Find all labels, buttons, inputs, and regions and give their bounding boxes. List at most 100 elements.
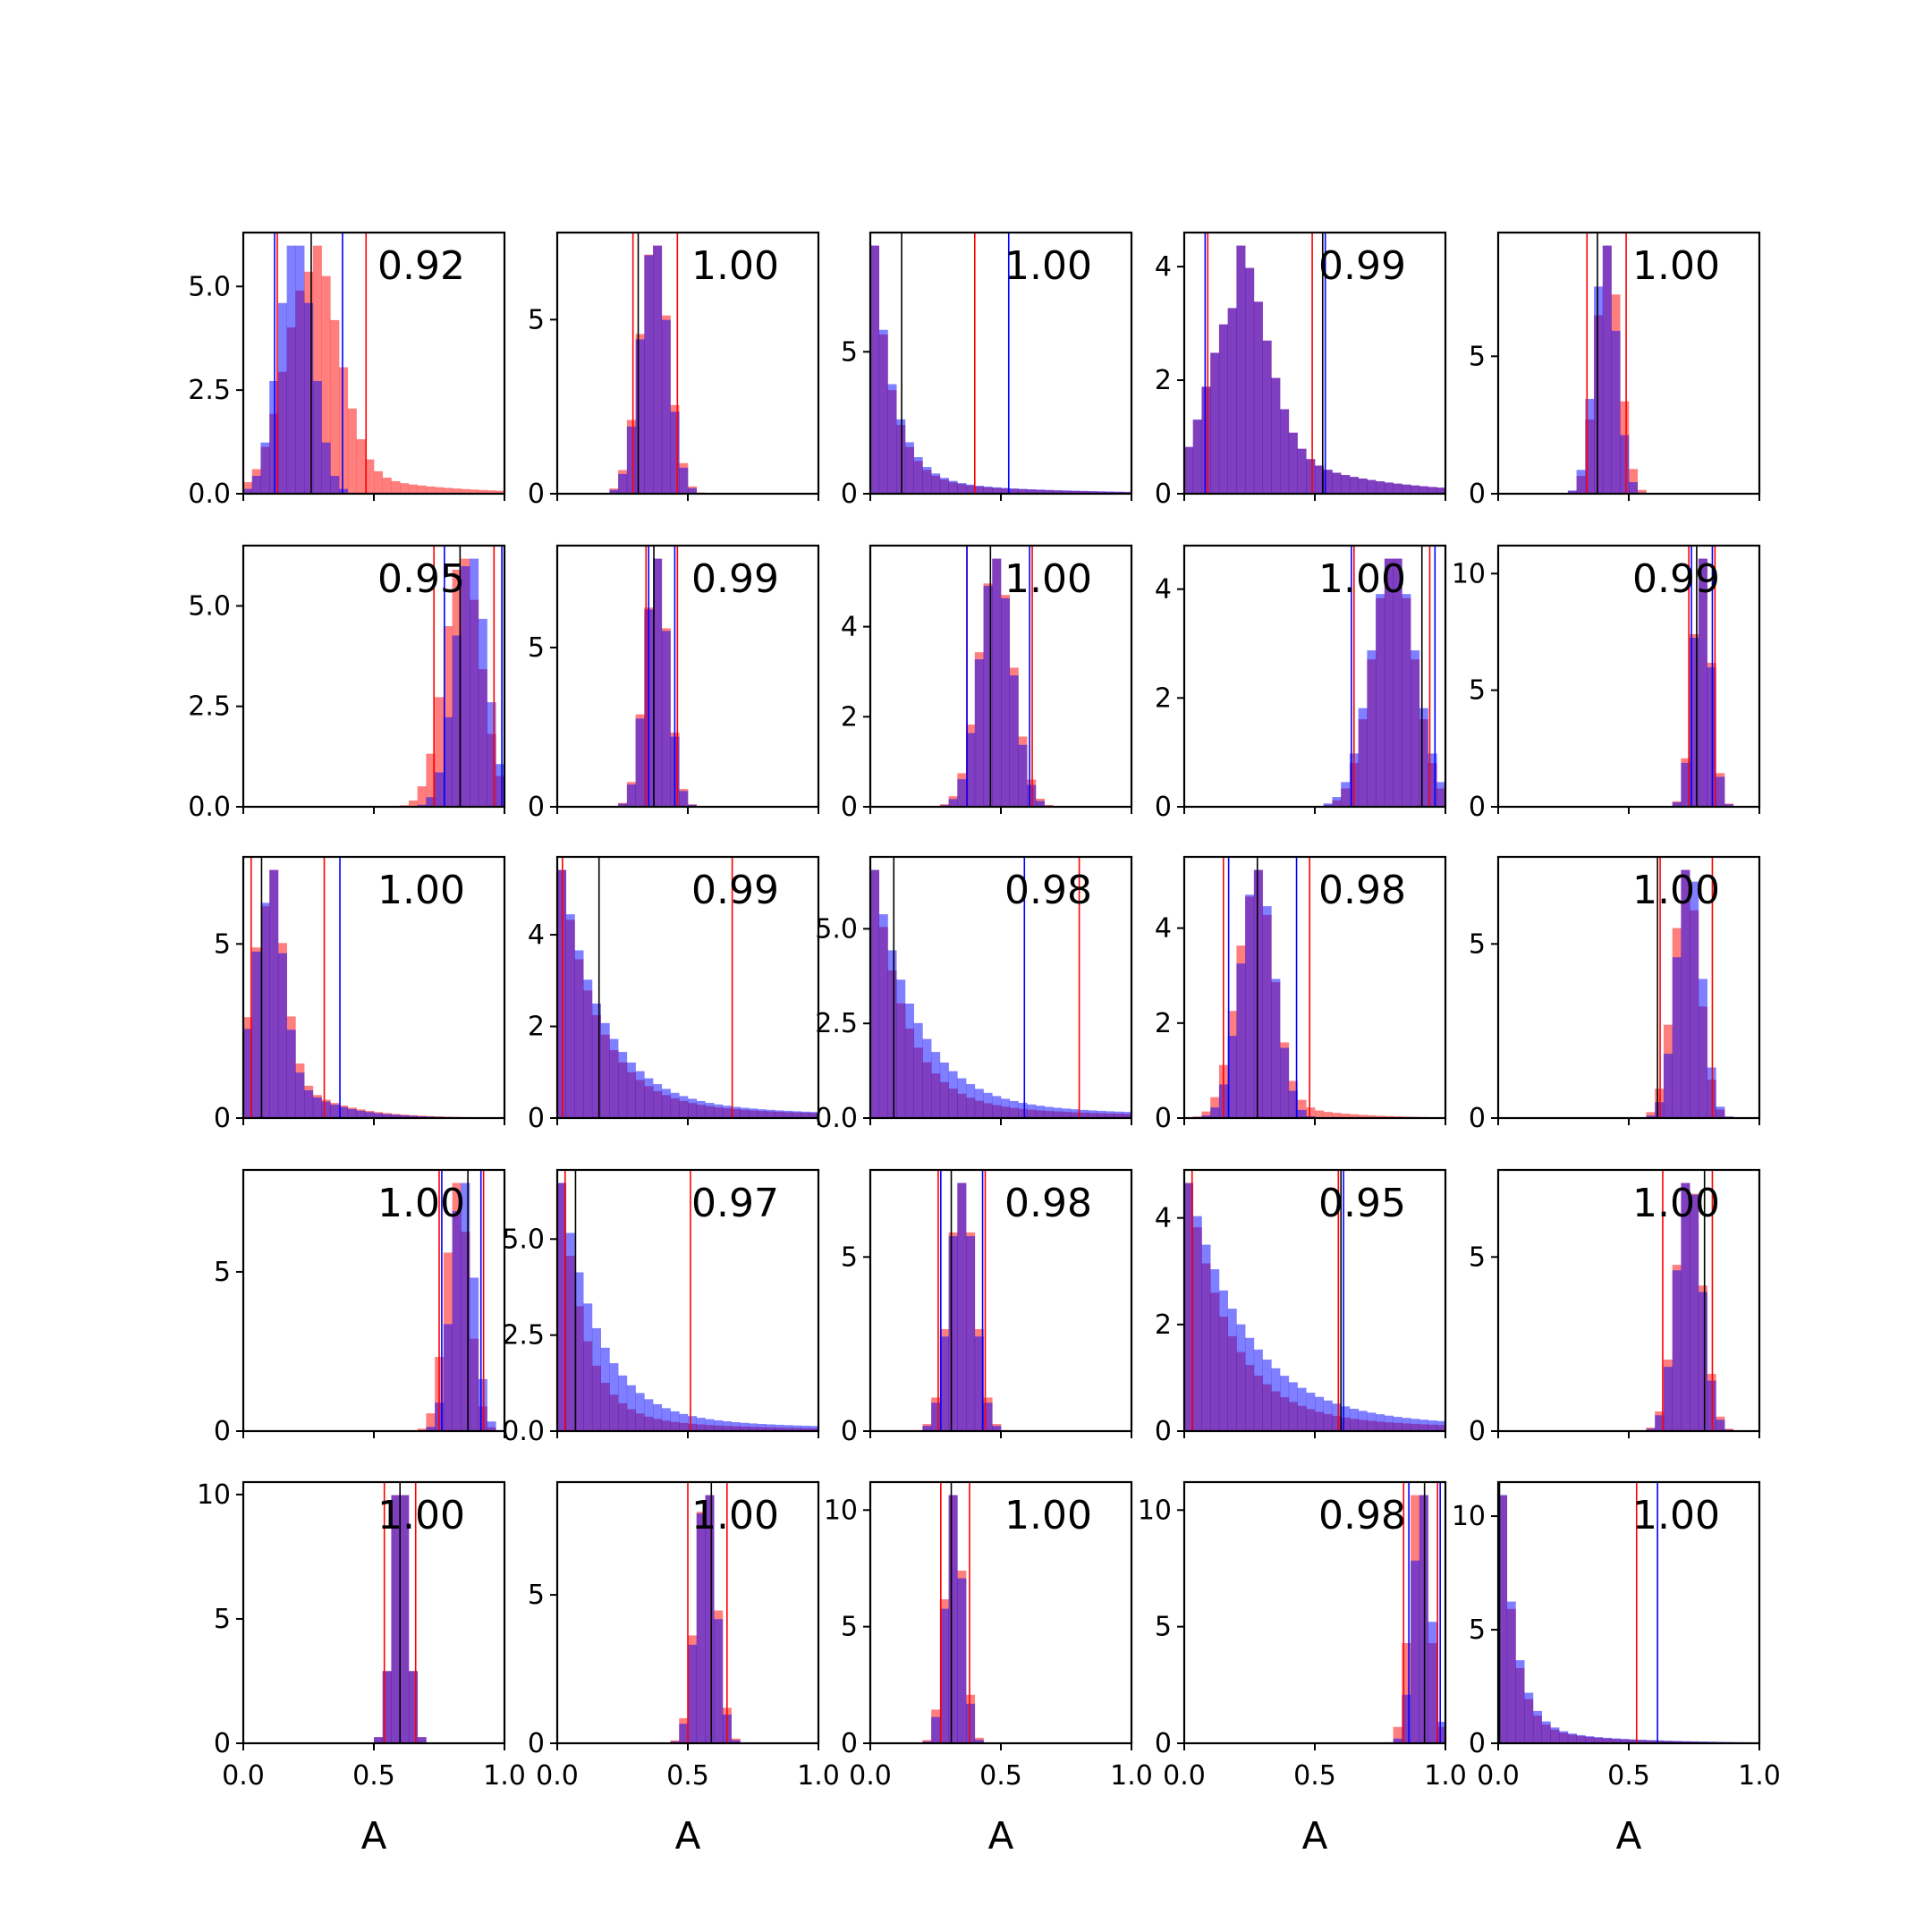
blue-histogram-bar (966, 1703, 976, 1743)
y-tick-label: 5 (1469, 675, 1486, 707)
blue-histogram-bar (992, 1096, 1002, 1118)
blue-histogram-bar (1428, 1622, 1437, 1743)
y-tick-label: 0 (214, 1103, 231, 1134)
blue-histogram-bar (1716, 1106, 1725, 1118)
blue-histogram-bar (478, 1378, 487, 1431)
y-tick-label: 0 (841, 1728, 858, 1759)
blue-histogram-bar (1271, 1368, 1281, 1431)
blue-histogram-bar (277, 953, 287, 1118)
blue-histogram-bar (1707, 1380, 1716, 1431)
blue-histogram-bar (1707, 667, 1716, 807)
panel-r4-c5: 051.00 (1469, 1168, 1761, 1447)
blue-histogram-bar (1681, 762, 1690, 807)
blue-histogram-bar (1323, 470, 1333, 494)
blue-histogram-bar (714, 1619, 724, 1743)
blue-histogram-bar (1027, 488, 1037, 494)
blue-histogram-bar (670, 1092, 680, 1118)
blue-histogram-bar (1515, 1660, 1525, 1743)
red-histogram-bar (1376, 1115, 1385, 1118)
x-tick-label: 0.5 (1607, 1760, 1650, 1792)
blue-histogram-bar (922, 467, 932, 494)
blue-histogram-bar (1681, 1741, 1690, 1743)
blue-histogram-bar (670, 411, 680, 494)
blue-histogram-bar (1376, 1414, 1385, 1431)
blue-histogram-bar (1402, 1418, 1411, 1431)
panel-r4-c1: 051.00 (214, 1168, 506, 1447)
blue-histogram-bar (312, 1097, 322, 1118)
blue-histogram-bar (1035, 801, 1045, 807)
y-tick-label: 5 (841, 1241, 858, 1273)
blue-histogram-bar (1027, 1104, 1037, 1118)
blue-histogram-bar (896, 419, 906, 494)
plot-area (243, 233, 504, 494)
blue-histogram-bar (1402, 594, 1411, 807)
blue-histogram-bar (1498, 1495, 1508, 1743)
y-tick-label: 4 (1155, 1203, 1172, 1234)
blue-histogram-bar (626, 1062, 636, 1118)
red-histogram-bar (408, 800, 418, 807)
blue-histogram-bar (574, 950, 584, 1118)
blue-histogram-bar (565, 1233, 575, 1431)
red-histogram-bar (1402, 1643, 1411, 1743)
blue-histogram-bar (688, 804, 698, 807)
blue-histogram-bar (1716, 776, 1725, 807)
red-histogram-bar (443, 487, 453, 494)
blue-histogram-bar (321, 1101, 331, 1118)
blue-histogram-bar (1280, 1047, 1290, 1118)
panel-r2-c3: 0 2 4 1.00 (841, 544, 1133, 823)
x-axis-label: A (988, 1814, 1014, 1858)
blue-histogram-bar (1436, 782, 1445, 807)
red-histogram-bar (1306, 1107, 1316, 1118)
red-histogram-bar (1323, 1112, 1333, 1118)
blue-histogram-bar (731, 1740, 741, 1743)
y-tick-label: 0 (214, 1728, 231, 1759)
blue-histogram-bar (983, 1092, 993, 1118)
blue-histogram-bar (801, 1425, 810, 1431)
blue-histogram-bar (1419, 1419, 1428, 1431)
blue-histogram-bar (784, 1425, 793, 1431)
blue-histogram-bar (626, 1385, 636, 1431)
panel-r1-c4: 0 2 4 0.99 (1155, 231, 1447, 510)
blue-histogram-bar (1332, 1403, 1342, 1431)
blue-histogram-bar (1376, 594, 1385, 807)
blue-histogram-bar (1646, 1115, 1656, 1118)
blue-histogram-bar (1227, 1036, 1237, 1118)
y-tick-label: 4 (1155, 574, 1172, 606)
blue-histogram-bar (974, 659, 984, 807)
score-label: 1.00 (691, 243, 779, 289)
blue-histogram-bar (679, 467, 689, 494)
blue-histogram-bar (653, 1403, 663, 1431)
blue-histogram-bar (688, 1098, 698, 1118)
blue-histogram-bar (400, 1495, 410, 1743)
blue-histogram-bar (1210, 1107, 1220, 1118)
red-histogram-bar (1358, 1114, 1368, 1118)
panel-r2-c1: 0.0 2.5 5.0 0.95 (188, 544, 506, 823)
panel-r2-c2: 050.99 (528, 544, 820, 823)
blue-histogram-bar (1018, 488, 1028, 494)
blue-histogram-bar (609, 1363, 619, 1431)
blue-histogram-bar (957, 1078, 967, 1118)
blue-histogram-bar (408, 1671, 418, 1743)
score-label: 1.00 (1632, 1493, 1720, 1538)
blue-histogram-bar (983, 487, 993, 494)
blue-histogram-bar (1611, 330, 1621, 494)
y-tick-label: 0 (528, 1103, 545, 1134)
blue-histogram-bar (688, 1644, 698, 1743)
blue-histogram-bar (426, 1427, 436, 1431)
blue-histogram-bar (913, 457, 923, 494)
blue-histogram-bar (966, 1084, 976, 1118)
panel-r4-c4: 0 2 4 0.95 (1155, 1168, 1447, 1447)
y-tick-label: 2 (1155, 682, 1172, 714)
blue-histogram-bar (1018, 744, 1028, 807)
blue-histogram-bar (600, 1022, 610, 1118)
red-histogram-bar (1646, 1112, 1656, 1118)
blue-histogram-bar (374, 1113, 384, 1118)
blue-histogram-bar (939, 1336, 949, 1431)
blue-histogram-bar (609, 1038, 619, 1118)
blue-histogram-bar (1262, 340, 1272, 494)
blue-histogram-bar (583, 1303, 593, 1431)
blue-histogram-bar (992, 1426, 1002, 1431)
blue-histogram-bar (1602, 1737, 1612, 1743)
blue-histogram-bar (1227, 308, 1237, 494)
blue-histogram-bar (1035, 1106, 1045, 1118)
